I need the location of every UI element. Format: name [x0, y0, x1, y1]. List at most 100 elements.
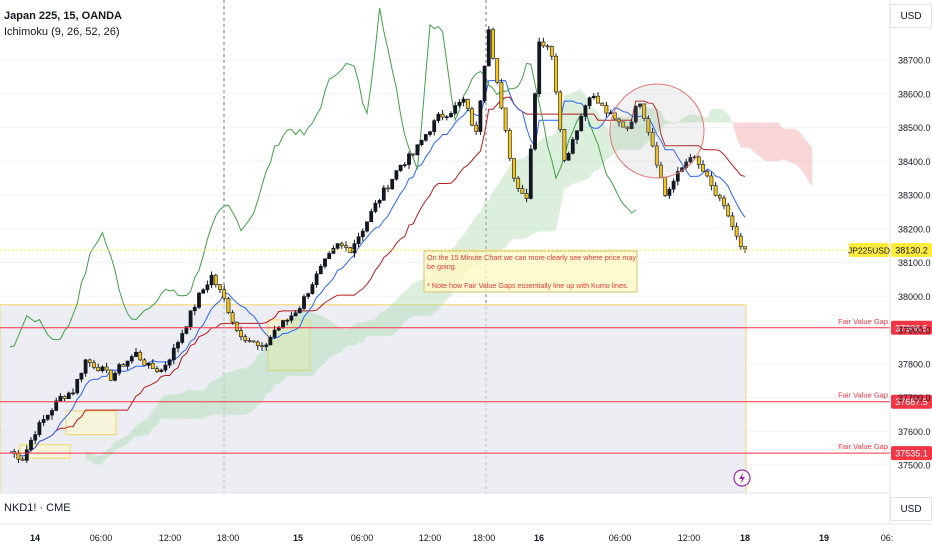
- kumo-segment: [795, 128, 800, 168]
- kumo-segment: [140, 420, 145, 437]
- lagging-span: [9, 7, 637, 348]
- kumo-segment: [320, 315, 325, 367]
- kumo-segment: [350, 324, 355, 346]
- candle: [659, 164, 663, 178]
- kumo-segment: [661, 111, 666, 130]
- candle: [709, 175, 714, 186]
- candle: [41, 418, 46, 423]
- kumo-segment: [262, 343, 267, 402]
- kumo-segment: [287, 316, 292, 377]
- kumo-segment: [724, 110, 729, 123]
- kumo-segment: [409, 282, 414, 319]
- candle: [314, 273, 319, 285]
- kumo-segment: [325, 318, 330, 364]
- price-tick-label: 38500.0: [898, 123, 931, 133]
- candle: [696, 156, 701, 165]
- currency-button[interactable]: USD: [890, 4, 932, 28]
- candle: [163, 364, 168, 371]
- kumo-segment: [211, 379, 216, 415]
- highlight-circle: [609, 83, 705, 179]
- kumo-segment: [199, 390, 204, 419]
- candle: [579, 116, 584, 131]
- price-tick-label: 37600.0: [898, 427, 931, 437]
- candle: [369, 211, 374, 223]
- kumo-segment: [148, 409, 153, 436]
- kumo-segment: [711, 108, 716, 123]
- time-tick-label: 15: [293, 533, 303, 543]
- candle: [717, 195, 722, 199]
- kumo-segment: [236, 368, 241, 415]
- time-tick-label: 06:00: [609, 533, 632, 543]
- candle: [478, 100, 483, 132]
- candle: [159, 369, 164, 372]
- candle: [79, 372, 84, 380]
- kumo-segment: [85, 451, 90, 461]
- price-axis[interactable]: 38700.0 38600.0 38500.0 38400.0 38300.0 38200…: [889, 0, 931, 524]
- candle: [474, 124, 479, 132]
- symbol-title[interactable]: Japan 225, 15, OANDA: [4, 10, 122, 22]
- candle: [16, 452, 21, 460]
- candle: [701, 164, 705, 172]
- price-tick-label: 37800.0: [898, 359, 931, 369]
- candle: [512, 158, 516, 179]
- kumo-segment: [757, 122, 762, 159]
- highlight-circle: [609, 83, 705, 179]
- kumo-segment: [312, 313, 317, 377]
- fvg-lines: Fair Value Gap 37906.5 Fair Value Gap 37687…: [0, 317, 932, 461]
- kumo-segment: [677, 119, 682, 123]
- kumo-segment: [249, 362, 254, 413]
- kumo-segment: [501, 173, 506, 249]
- candle: [281, 320, 285, 328]
- time-axis[interactable]: 14 06:00 12:00 18:00 15 06:00 12:00 18:00 16 06:0…: [0, 492, 932, 543]
- candle: [449, 113, 453, 118]
- candle: [339, 243, 344, 246]
- kumo-segment: [358, 322, 363, 343]
- candle: [482, 65, 487, 102]
- kumo-segment: [694, 114, 699, 123]
- fvg-label: Fair Value Gap: [838, 442, 888, 451]
- candle: [180, 333, 185, 343]
- candle: [327, 253, 332, 260]
- price-tick-label: 38200.0: [898, 224, 931, 234]
- indicator-legend[interactable]: Ichimoku (9, 26, 52, 26): [4, 26, 120, 38]
- annotation-line-1: On the 15 Minute Chart we can more clear…: [427, 253, 636, 262]
- kumo-segment: [606, 127, 611, 161]
- sub-pane-label[interactable]: NKD1! · CME: [4, 502, 71, 514]
- candle: [495, 57, 500, 83]
- candle: [205, 284, 210, 291]
- kumo-segment: [161, 395, 166, 419]
- candle: [596, 95, 600, 104]
- kumo-segment: [207, 381, 212, 417]
- kumo-segment: [577, 88, 582, 184]
- candle: [537, 41, 542, 95]
- price-tick-label: 38300.0: [898, 191, 931, 201]
- candle: [96, 367, 101, 372]
- candle: [549, 46, 554, 57]
- candle: [62, 395, 67, 399]
- time-tick-label: 18:00: [217, 533, 240, 543]
- candle: [171, 347, 176, 361]
- candle: [264, 344, 269, 347]
- price-tick-label: 38400.0: [898, 157, 931, 167]
- candle: [377, 199, 382, 204]
- candle: [390, 178, 395, 190]
- candle: [738, 235, 743, 247]
- time-tick-label: 14: [30, 533, 40, 543]
- candle: [125, 360, 130, 367]
- kumo-segment: [581, 88, 586, 182]
- candle: [415, 144, 420, 156]
- candles: [12, 26, 747, 464]
- kumo-segment: [547, 135, 552, 232]
- bottom-currency-button[interactable]: USD: [890, 497, 932, 521]
- candle: [176, 342, 180, 349]
- lightning-icon[interactable]: [733, 469, 751, 487]
- candle: [436, 113, 441, 121]
- kumo-segment: [329, 319, 334, 358]
- candle: [730, 215, 735, 227]
- kumo-segment: [669, 121, 674, 125]
- kumo-segment: [568, 92, 573, 187]
- kumo-segment: [610, 117, 615, 157]
- kumo-segment: [505, 164, 510, 248]
- candle: [705, 171, 710, 177]
- candle: [285, 319, 290, 322]
